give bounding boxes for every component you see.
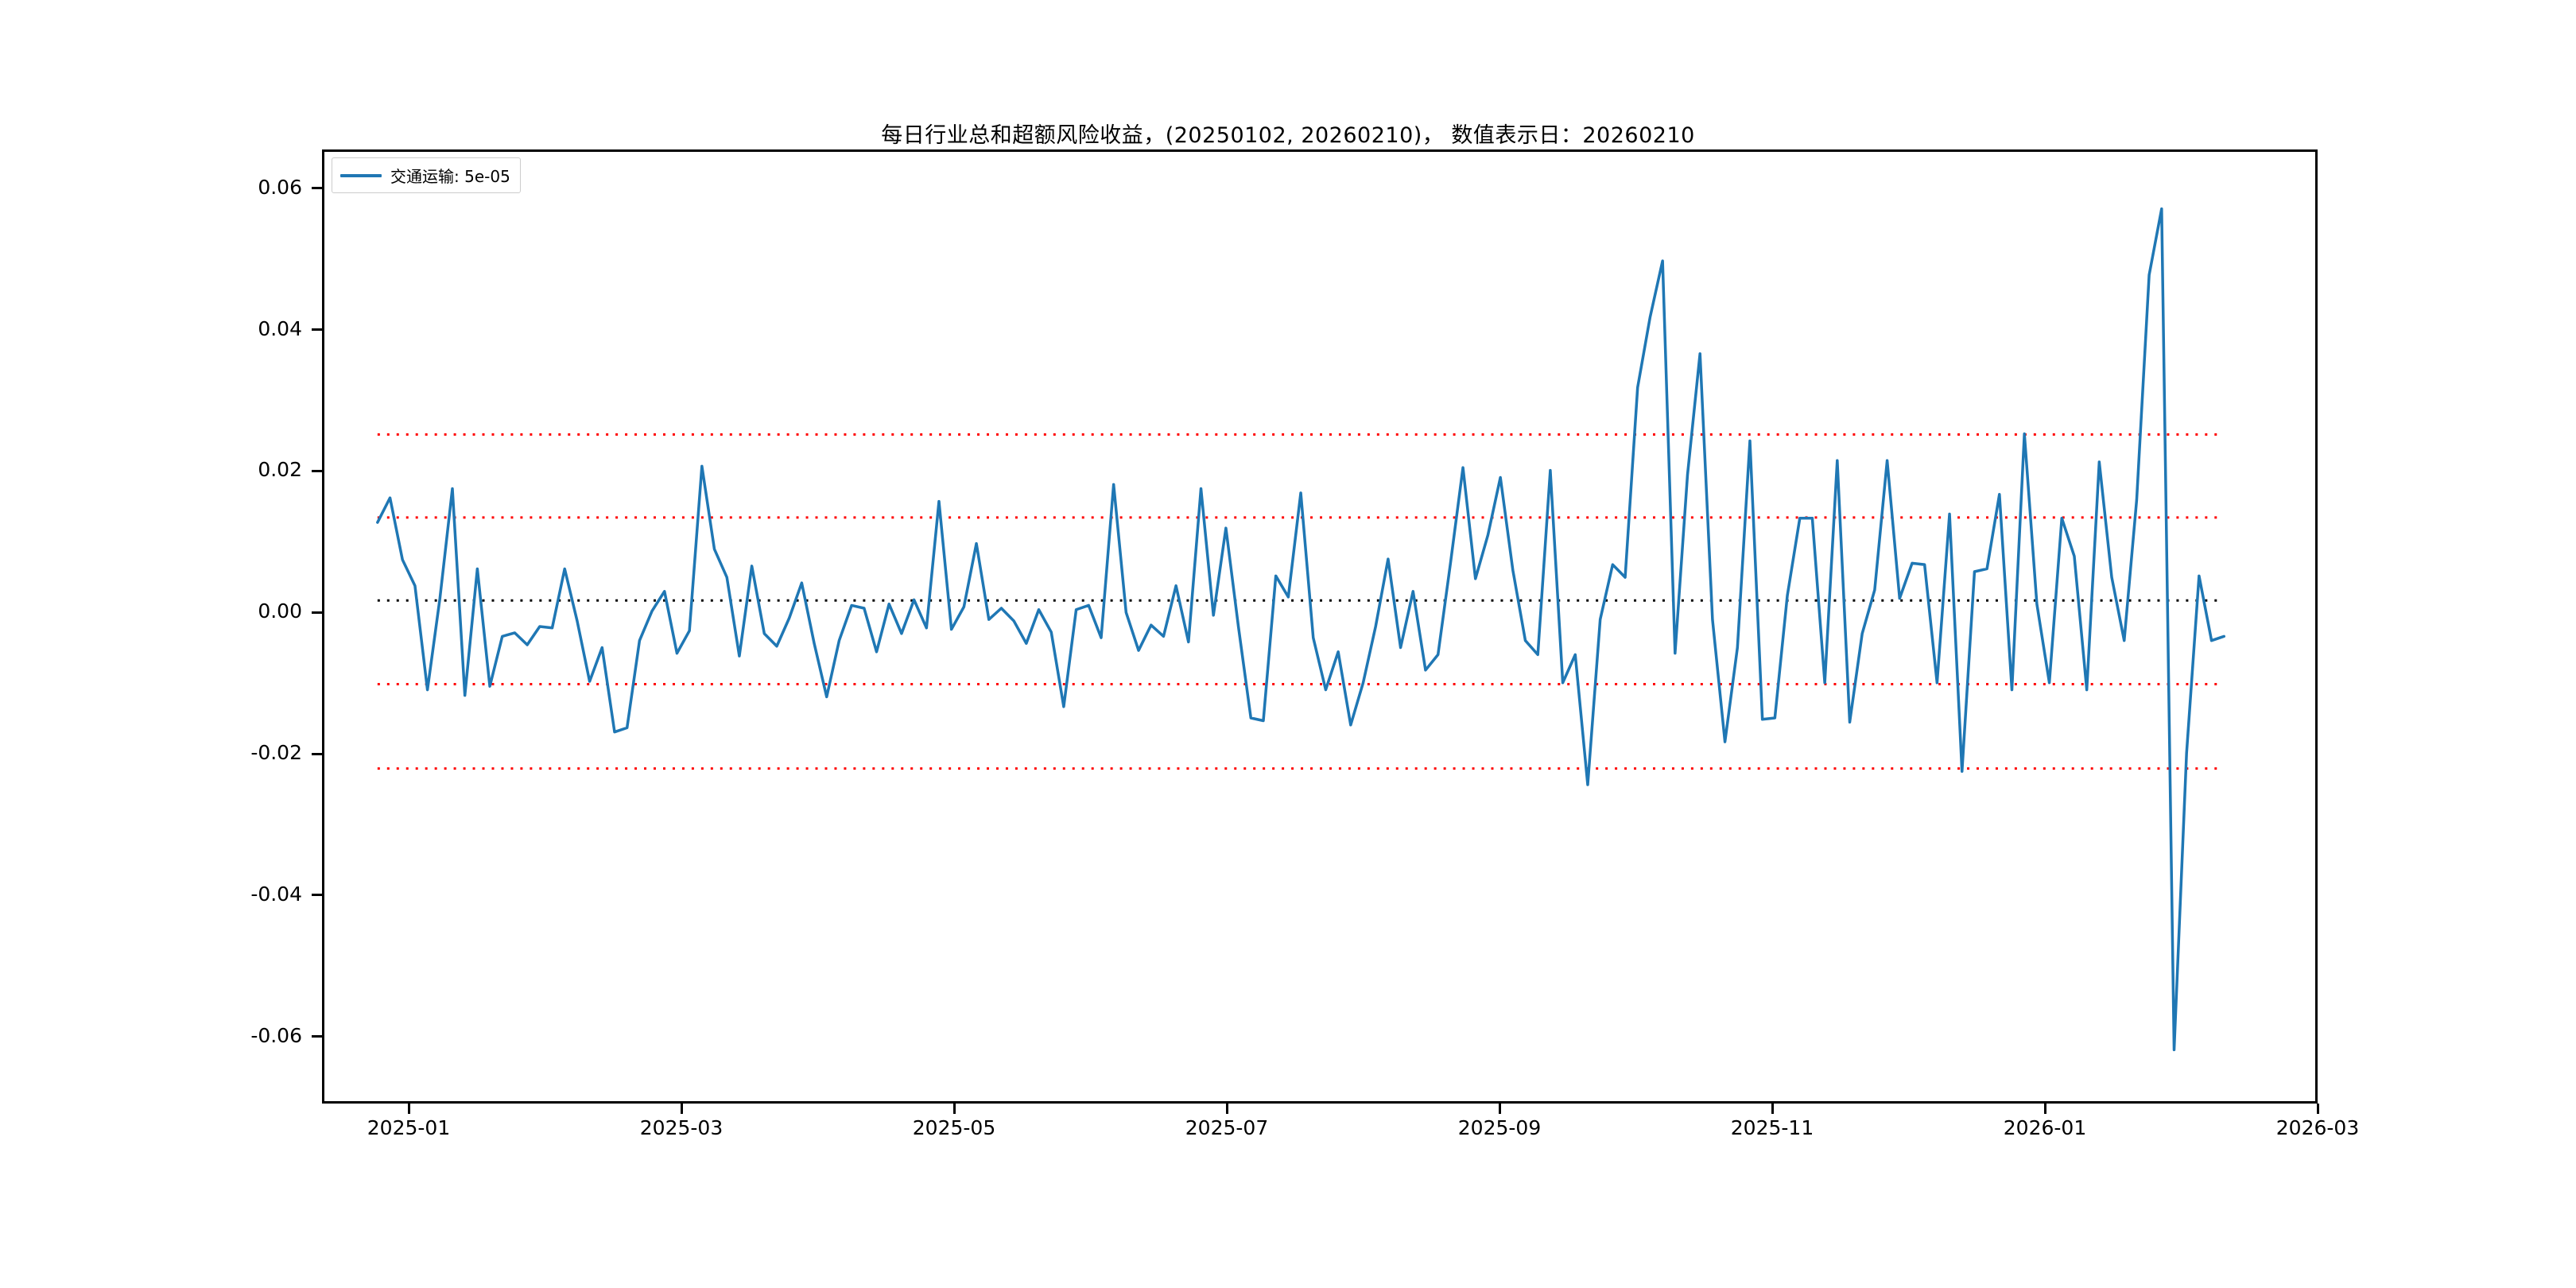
x-axis-tick-mark <box>2316 1104 2319 1114</box>
x-axis-tick-label: 2025-09 <box>1457 1116 1542 1139</box>
y-axis-tick-label: 0.02 <box>258 458 302 482</box>
legend-label-transport: 交通运输: 5e-05 <box>390 167 510 186</box>
x-axis-tick-label: 2025-05 <box>912 1116 996 1139</box>
legend: 交通运输: 5e-05 <box>332 157 521 193</box>
plot-svg <box>376 207 2226 1052</box>
y-axis-tick-label: -0.02 <box>250 741 302 764</box>
x-axis-tick-mark <box>407 1104 410 1114</box>
y-axis-tick-mark <box>312 894 322 897</box>
x-axis-tick-label: 2026-03 <box>2275 1116 2360 1139</box>
y-axis-tick-mark <box>312 469 322 472</box>
series-line-0 <box>376 207 2226 1052</box>
y-axis-tick-mark <box>312 1035 322 1038</box>
data-series-group <box>376 207 2226 1052</box>
plot-area <box>322 149 2318 1104</box>
x-axis-tick-label: 2025-11 <box>1730 1116 1814 1139</box>
legend-color-swatch-transport <box>340 173 382 177</box>
x-axis-tick-mark <box>1498 1104 1501 1114</box>
chart-title: 每日行业总和超额风险收益，(20250102, 20260210)， 数值表示日… <box>881 123 1695 148</box>
x-axis-tick-label: 2026-01 <box>2003 1116 2087 1139</box>
threshold-lines-group <box>377 433 2225 770</box>
y-axis-tick-mark <box>312 187 322 190</box>
y-axis-tick-label: 0.04 <box>258 316 302 340</box>
y-axis-tick-label: -0.06 <box>250 1023 302 1047</box>
x-axis-tick-mark <box>952 1104 956 1114</box>
y-axis-tick-mark <box>312 752 322 755</box>
x-axis-tick-mark <box>1225 1104 1228 1114</box>
x-axis-tick-label: 2025-03 <box>639 1116 724 1139</box>
y-axis-tick-mark <box>312 328 322 332</box>
x-axis-tick-label: 2025-07 <box>1185 1116 1269 1139</box>
x-axis-tick-mark <box>2043 1104 2046 1114</box>
x-axis-tick-label: 2025-01 <box>367 1116 451 1139</box>
x-axis-tick-mark <box>1771 1104 1774 1114</box>
y-axis-tick-label: 0.00 <box>258 599 302 623</box>
y-axis-tick-label: 0.06 <box>258 175 302 199</box>
x-axis-tick-mark <box>680 1104 683 1114</box>
y-axis-tick-mark <box>312 611 322 614</box>
y-axis-tick-label: -0.04 <box>250 882 302 906</box>
